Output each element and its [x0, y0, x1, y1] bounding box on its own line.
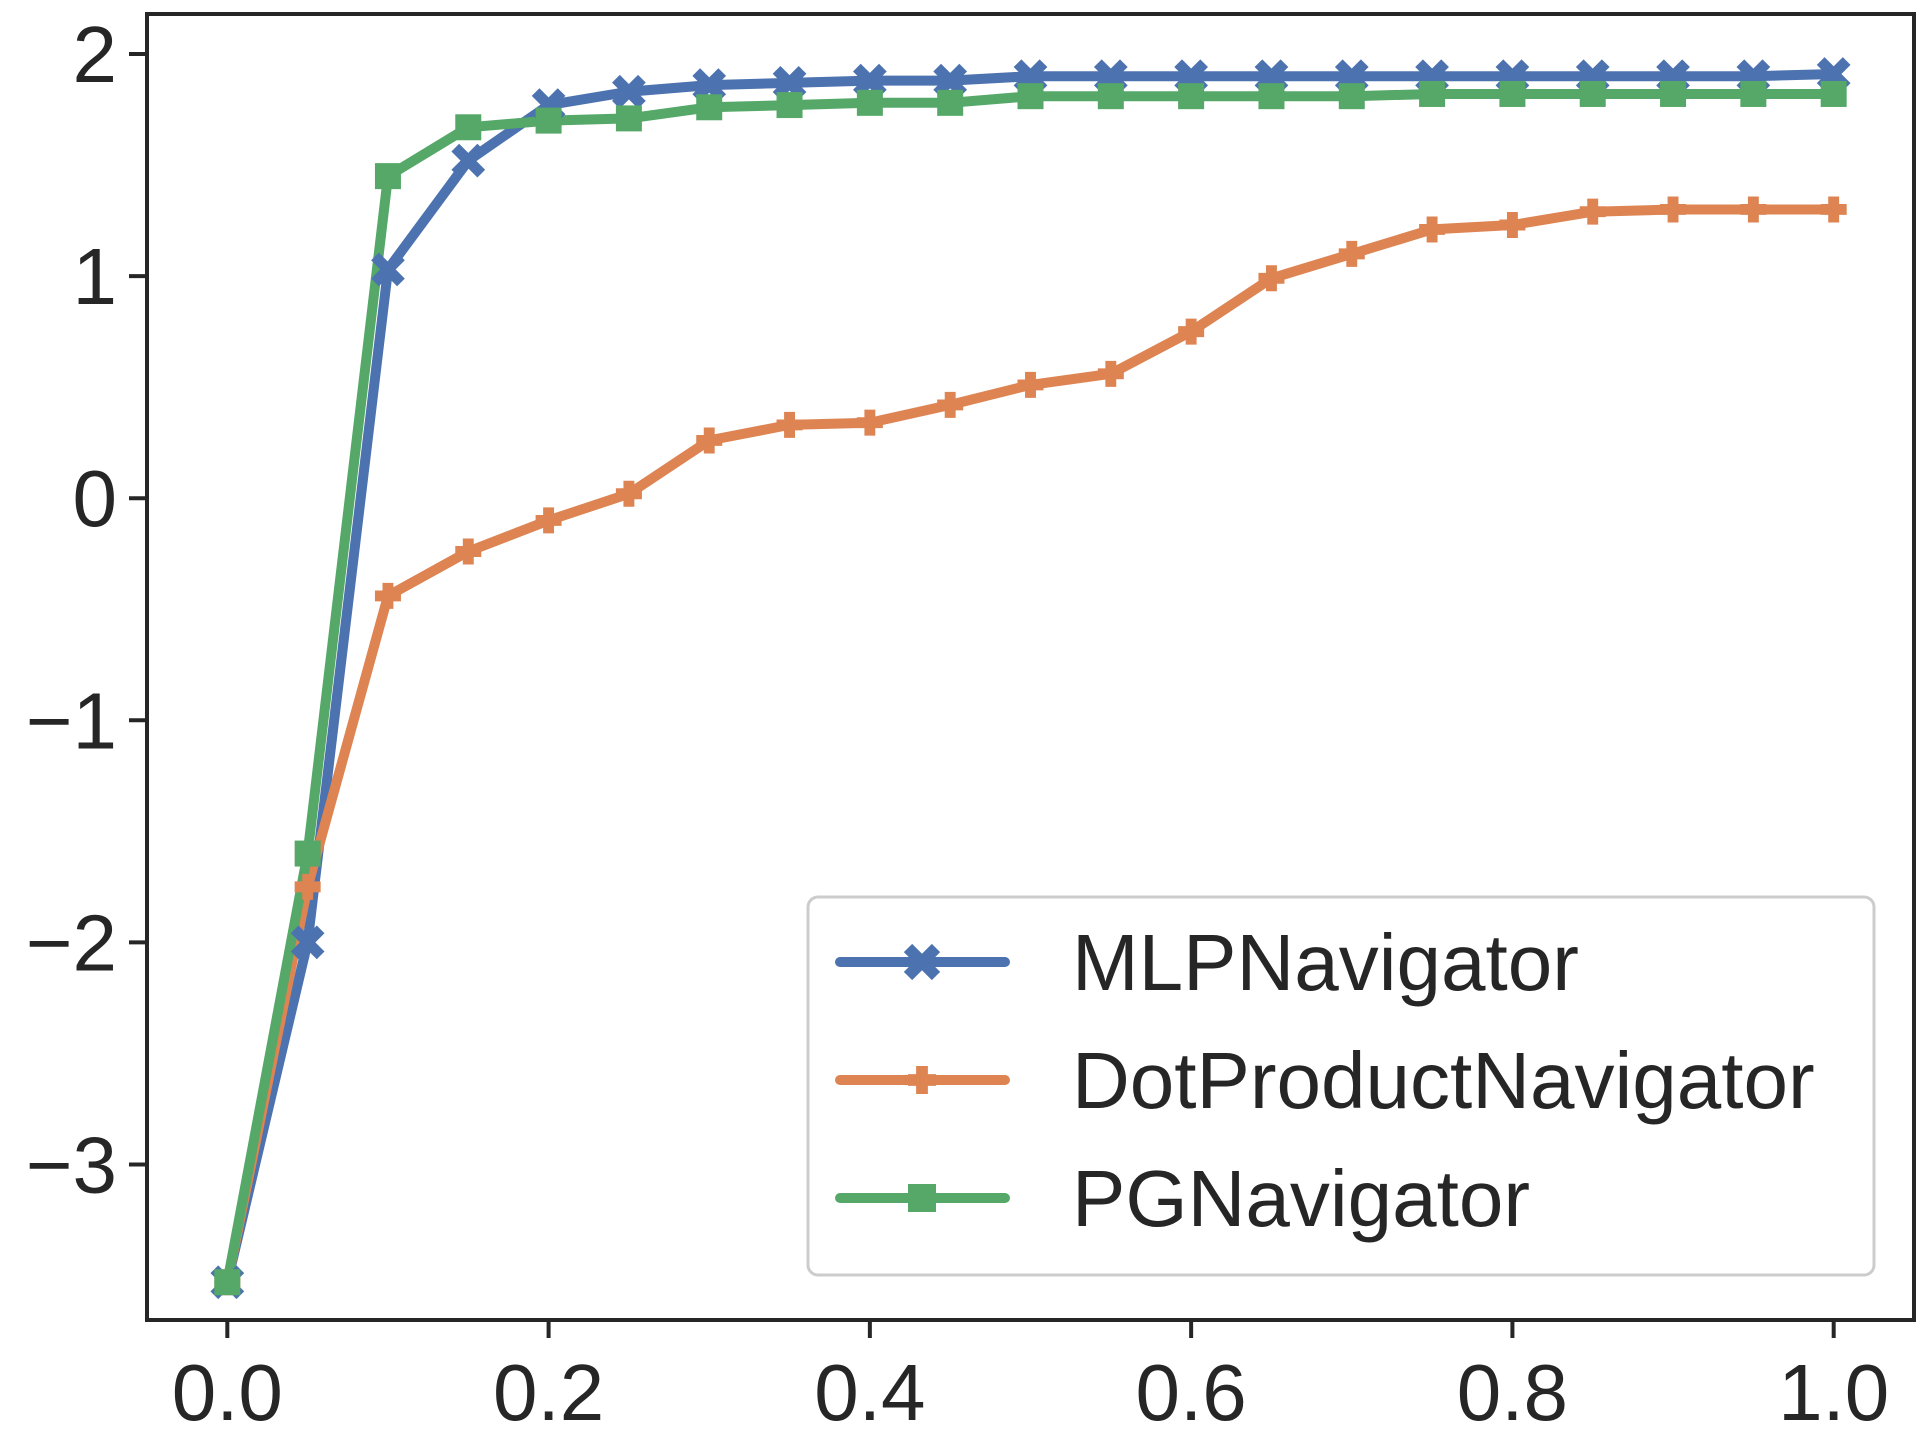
data-point: [1820, 80, 1847, 107]
data-point: [856, 89, 883, 116]
data-point: [696, 94, 723, 121]
data-point: [615, 105, 642, 132]
data-point: [1499, 80, 1526, 107]
series-markers: [210, 57, 1851, 1300]
data-point: [374, 582, 401, 609]
data-point: [1178, 83, 1205, 110]
legend-entry: PGNavigator: [835, 1154, 1530, 1243]
data-point: [1097, 83, 1124, 110]
y-tick-label: 0: [73, 454, 118, 543]
data-point: [776, 92, 803, 119]
legend-box: [806, 895, 1876, 1277]
y-axis: 2 1 0 −1 −2 −3: [26, 10, 147, 1210]
x-axis: 0.0 0.2 0.4 0.6 0.8 1.0: [172, 1320, 1889, 1437]
data-point: [937, 391, 964, 418]
data-point: [1660, 80, 1687, 107]
data-point: [1579, 80, 1606, 107]
data-point: [535, 107, 562, 134]
data-point: [615, 480, 642, 507]
legend-marker: [908, 1066, 936, 1094]
y-tick-label: −2: [26, 898, 117, 987]
data-point: [290, 925, 325, 960]
data-point: [692, 68, 727, 102]
data-point: [1419, 216, 1446, 243]
data-point: [455, 114, 482, 141]
data-point: [772, 65, 807, 100]
legend-marker: [908, 1184, 936, 1212]
data-point: [451, 143, 486, 178]
y-tick-label: 2: [73, 10, 118, 99]
legend: MLPNavigator DotProductNavigator PGNavigat…: [806, 895, 1876, 1277]
data-point: [374, 163, 401, 190]
legend-entry: DotProductNavigator: [835, 1036, 1815, 1125]
data-point: [1579, 198, 1606, 225]
x-tick-label: 0.2: [493, 1348, 604, 1437]
data-point: [1338, 83, 1365, 110]
data-point: [1258, 83, 1285, 110]
data-point: [1178, 318, 1205, 345]
data-point: [1820, 196, 1847, 223]
data-point: [214, 1269, 241, 1296]
data-point: [776, 411, 803, 438]
x-tick-label: 0.8: [1457, 1348, 1568, 1437]
data-point: [1338, 240, 1365, 267]
x-tick-label: 0.6: [1136, 1348, 1247, 1437]
data-point: [1097, 360, 1124, 387]
legend-label: DotProductNavigator: [1072, 1036, 1815, 1125]
data-point: [1017, 83, 1044, 110]
y-tick-label: −3: [26, 1121, 117, 1210]
data-point: [853, 63, 887, 98]
legend-label: PGNavigator: [1072, 1154, 1530, 1243]
data-point: [1017, 371, 1044, 398]
data-point: [455, 538, 482, 565]
y-tick-label: 1: [73, 232, 118, 321]
data-point: [696, 427, 723, 454]
data-point: [371, 252, 405, 287]
y-tick-label: −1: [26, 676, 117, 765]
data-point: [294, 840, 321, 867]
x-tick-label: 0.4: [814, 1348, 925, 1437]
x-tick-label: 0.0: [172, 1348, 283, 1437]
data-point: [612, 74, 646, 109]
data-point: [933, 63, 968, 98]
data-point: [535, 507, 562, 534]
data-point: [1499, 212, 1526, 239]
data-point: [1740, 196, 1767, 223]
legend-label: MLPNavigator: [1072, 918, 1579, 1007]
data-point: [294, 873, 321, 900]
data-point: [1740, 80, 1767, 107]
legend-marker: [903, 943, 941, 981]
x-tick-label: 1.0: [1778, 1348, 1889, 1437]
legend-entry: MLPNavigator: [835, 918, 1579, 1007]
data-point: [937, 89, 964, 116]
axes-frame: [145, 12, 1916, 1322]
data-point: [856, 409, 883, 436]
data-point: [1660, 196, 1687, 223]
data-point: [1258, 265, 1285, 292]
data-point: [1419, 80, 1446, 107]
